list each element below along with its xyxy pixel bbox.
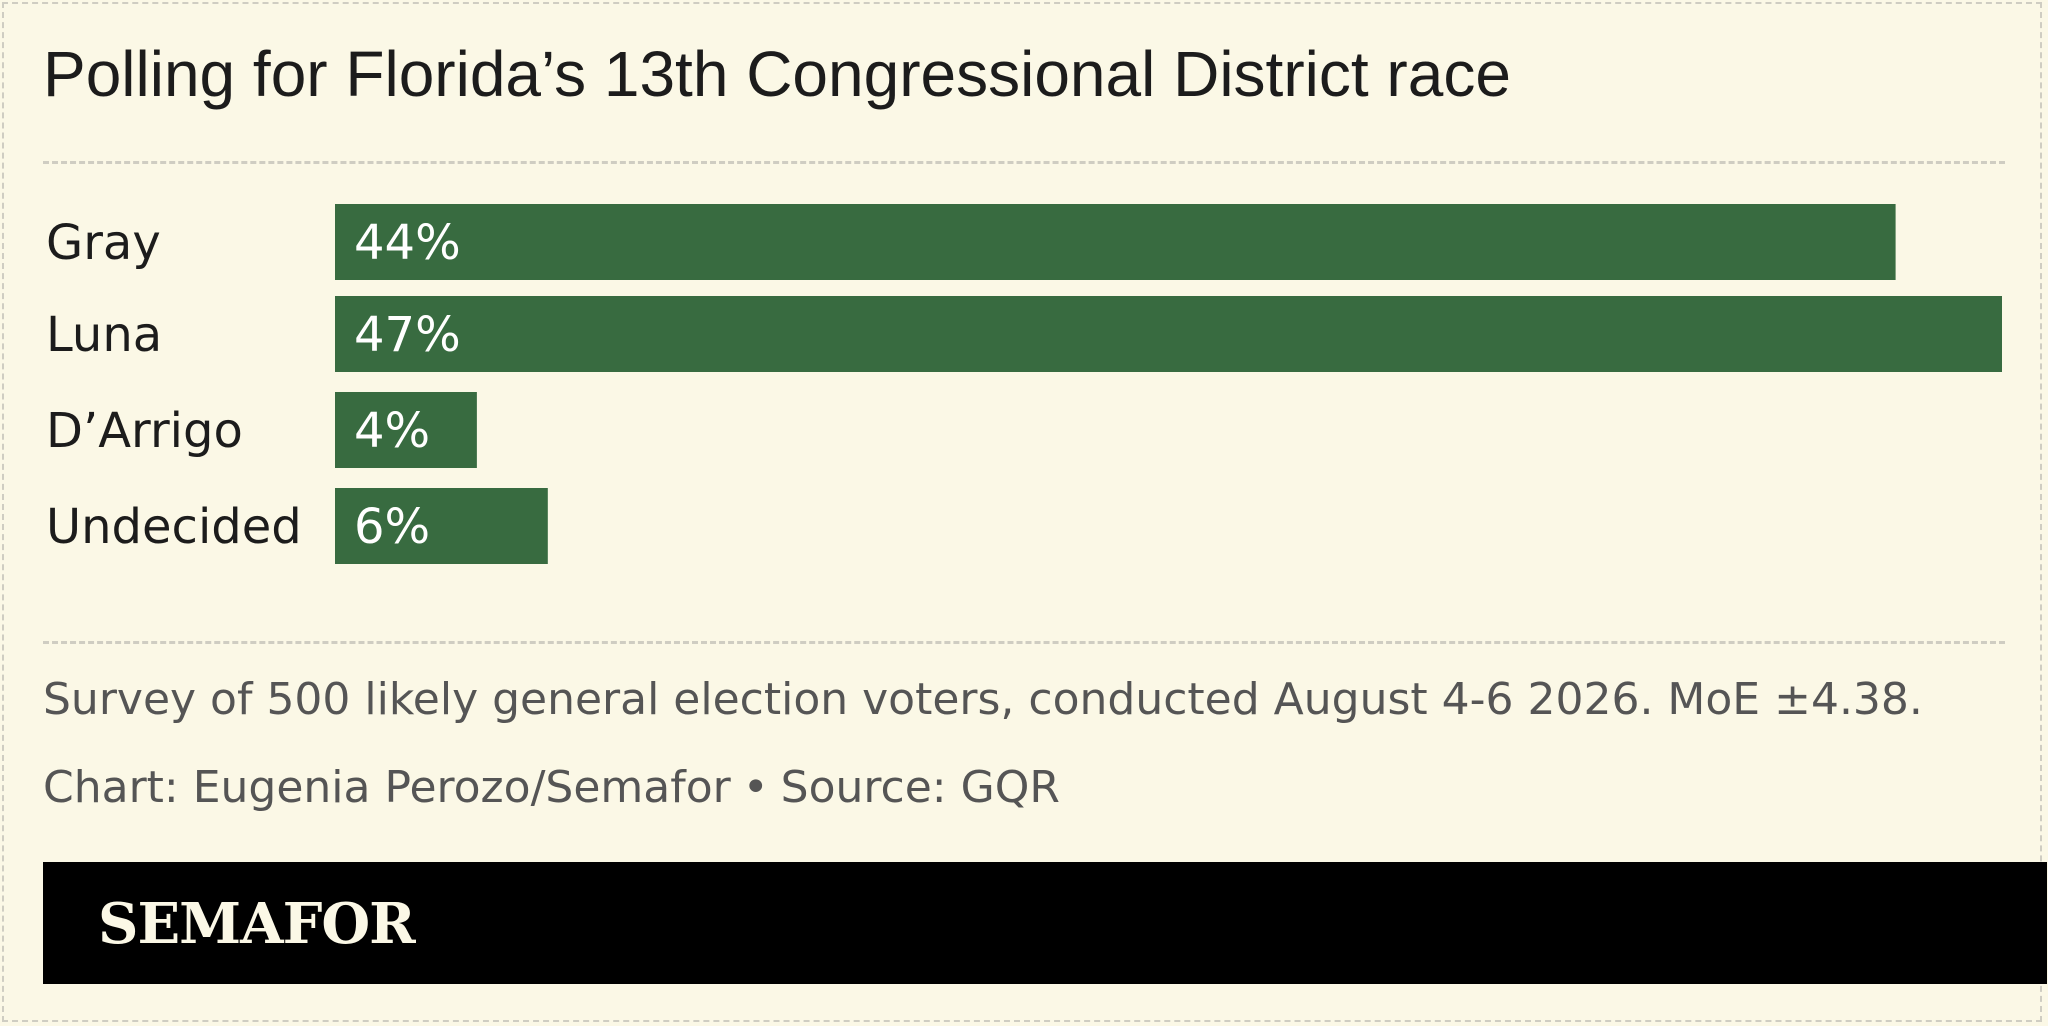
brand-bar: SEMAFOR (43, 862, 2047, 984)
value-label: 47% (354, 307, 461, 363)
value-label: 4% (354, 403, 430, 459)
value-label: 44% (354, 215, 461, 271)
category-label: Gray (46, 215, 161, 271)
bar (335, 296, 2002, 372)
source-credit: Source: GQR (780, 762, 1060, 813)
survey-note: Survey of 500 likely general election vo… (43, 674, 1923, 725)
category-label: Luna (46, 307, 162, 363)
bar-chart: Gray 44% Luna 47% D’Arrigo 4% Undecided 6% (46, 204, 2002, 564)
bar (335, 392, 477, 468)
top-divider (43, 161, 2005, 164)
chart-title: Polling for Florida’s 13th Congressional… (43, 38, 1511, 110)
bottom-divider (43, 641, 2005, 644)
category-label: Undecided (46, 499, 302, 555)
credit-separator: • (742, 762, 769, 813)
bar (335, 488, 548, 564)
credit-line: Chart: Eugenia Perozo/Semafor • Source: GQ… (43, 760, 1060, 816)
semafor-logo: SEMAFOR (98, 891, 416, 957)
chart-credit: Chart: Eugenia Perozo/Semafor (43, 762, 731, 813)
value-label: 6% (354, 499, 430, 555)
bar (335, 204, 1896, 280)
category-label: D’Arrigo (46, 403, 243, 459)
bar-chart-svg: Gray 44% Luna 47% D’Arrigo 4% Undecided 6% (46, 204, 2002, 564)
